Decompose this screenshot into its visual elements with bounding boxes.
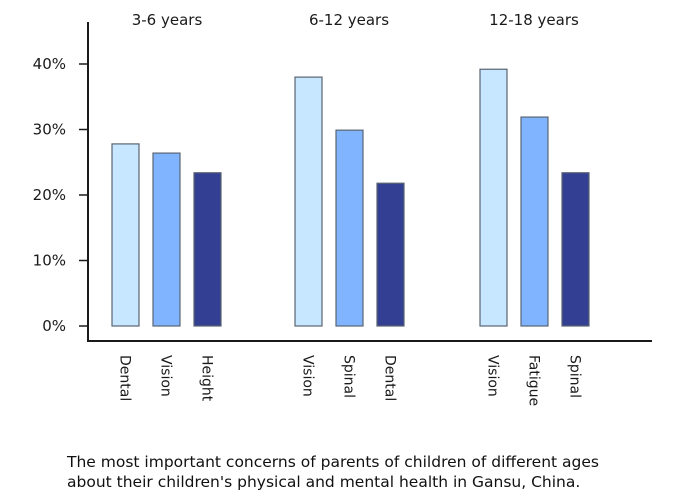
- bar-vision: [294, 76, 323, 327]
- category-label: Vision: [158, 355, 174, 397]
- bar-fatigue: [520, 116, 549, 327]
- category-labels: Dental Vision Height Vision Spinal Dental Visi…: [117, 355, 583, 406]
- group-labels: 3-6 years 6-12 years 12-18 years: [132, 11, 579, 29]
- axes: [87, 22, 652, 342]
- category-label: Vision: [300, 355, 316, 397]
- bar-vision: [479, 68, 508, 327]
- caption-line-1: The most important concerns of parents o…: [67, 453, 599, 471]
- category-label: Spinal: [567, 355, 583, 398]
- y-tick-label: 10%: [33, 252, 66, 270]
- category-label: Dental: [117, 355, 133, 401]
- bar-height: [193, 172, 222, 327]
- category-label: Dental: [382, 355, 398, 401]
- y-axis-ticks: 0% 10% 20% 30% 40%: [33, 55, 88, 335]
- figure-caption: The most important concerns of parents o…: [67, 452, 687, 492]
- bar-vision: [152, 152, 181, 327]
- y-tick-label: 40%: [33, 55, 66, 73]
- bar-spinal: [561, 172, 590, 327]
- group-label: 12-18 years: [489, 11, 579, 29]
- category-label: Height: [199, 355, 215, 402]
- caption-line-2: about their children's physical and ment…: [67, 473, 581, 491]
- y-tick-label: 30%: [33, 121, 66, 139]
- bar-dental: [376, 182, 405, 327]
- category-label: Spinal: [341, 355, 357, 398]
- bars: [111, 68, 590, 327]
- category-label: Fatigue: [526, 355, 542, 406]
- group-label: 6-12 years: [309, 11, 389, 29]
- group-label: 3-6 years: [132, 11, 203, 29]
- bar-dental: [111, 143, 140, 327]
- y-tick-label: 0%: [42, 317, 66, 335]
- bar-spinal: [335, 129, 364, 327]
- category-label: Vision: [485, 355, 501, 397]
- y-tick-label: 20%: [33, 186, 66, 204]
